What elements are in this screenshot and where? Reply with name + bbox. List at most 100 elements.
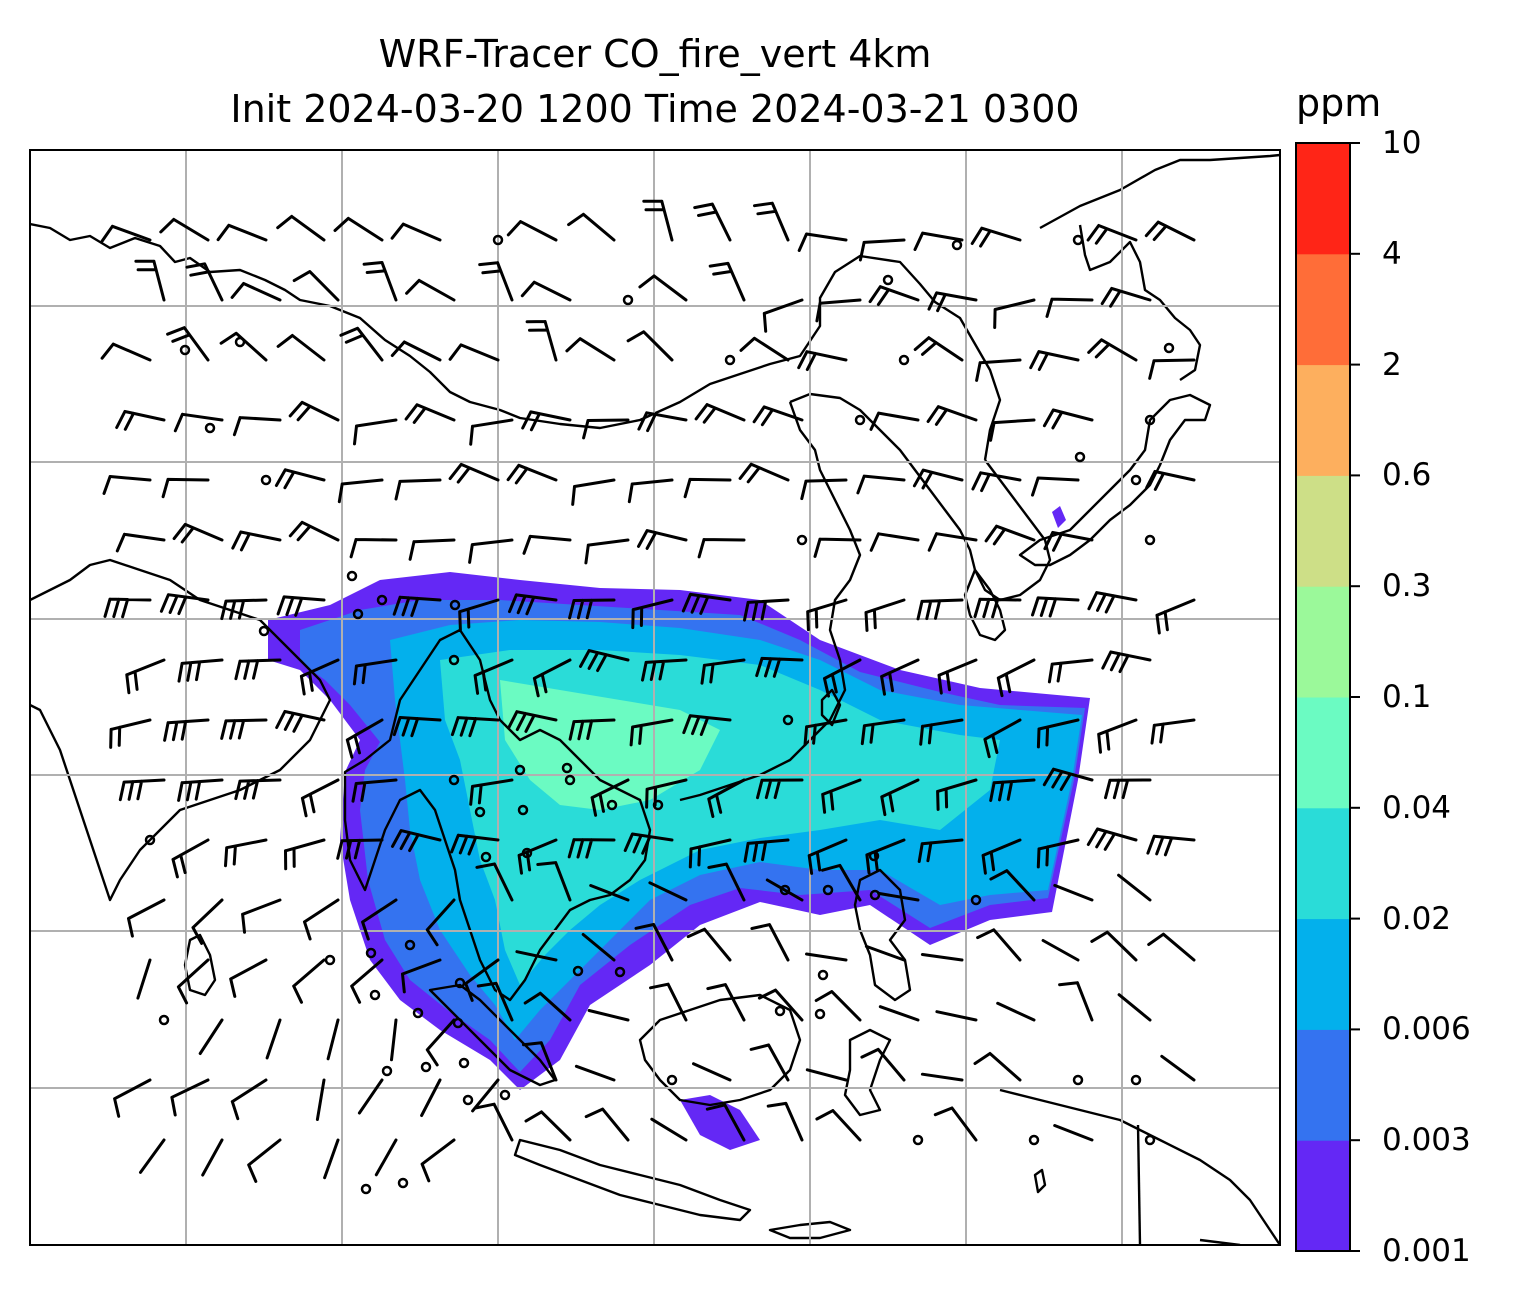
wind-barb (637, 529, 688, 550)
wind-barb (1036, 838, 1080, 869)
wind-barb (103, 597, 152, 619)
wind-barb (927, 291, 978, 313)
calm-wind-marker (666, 1074, 678, 1086)
wind-barb (353, 418, 398, 446)
wind-barb (118, 778, 166, 802)
wind-barb (171, 838, 210, 879)
wind-barb (357, 1078, 384, 1115)
calm-wind-marker (234, 336, 246, 348)
wind-barb (806, 598, 848, 632)
wind-barb (981, 838, 1022, 875)
wind-barb (469, 418, 514, 446)
wind-barb (352, 658, 398, 686)
wind-barb (506, 220, 558, 242)
calm-wind-marker (454, 977, 466, 989)
plume-layer-high (500, 680, 720, 810)
wind-barb (1042, 408, 1094, 430)
colorbar-segment (1296, 918, 1350, 1030)
map-frame (29, 149, 1281, 1246)
wind-barb (637, 411, 688, 433)
calm-wind-marker (158, 1014, 170, 1026)
calm-wind-marker (970, 894, 982, 906)
wind-barb (536, 861, 572, 902)
wind-barb (692, 1062, 732, 1082)
wind-barb (755, 656, 804, 678)
wind-barb (800, 478, 848, 501)
wind-barb (878, 1005, 920, 1022)
wind-barb (766, 1101, 804, 1142)
wind-barb (224, 838, 268, 868)
wind-barb (989, 869, 1036, 902)
wind-barb (627, 478, 674, 504)
calm-wind-marker (782, 714, 794, 726)
wind-barb (750, 923, 790, 962)
wind-barb (582, 418, 630, 440)
wind-barb (336, 838, 384, 860)
colorbar (1295, 142, 1360, 1252)
calm-wind-marker (817, 969, 829, 981)
wind-barb (473, 658, 514, 695)
wind-barb (390, 222, 442, 242)
wind-barb (682, 714, 732, 736)
wind-barb (159, 593, 210, 616)
wind-barb (177, 778, 224, 802)
calm-wind-marker (814, 1008, 826, 1020)
calm-wind-marker (324, 954, 336, 966)
wind-barb (274, 468, 326, 490)
calm-wind-marker (882, 274, 894, 286)
wind-barb (198, 1018, 224, 1055)
wind-barb (345, 718, 384, 759)
wind-barb (525, 320, 558, 362)
plume-speck-2 (1052, 506, 1066, 528)
wind-barb (475, 1102, 514, 1142)
wind-barb (276, 595, 326, 617)
wind-barb (749, 1043, 790, 1082)
wind-barb (1097, 718, 1138, 754)
wind-barb (170, 1078, 210, 1117)
wind-barb (880, 658, 920, 696)
coast-mainland-sea (343, 628, 652, 1002)
coast-java (513, 1138, 752, 1222)
wind-barb (229, 958, 268, 998)
wind-barb (581, 933, 616, 962)
wind-barb (478, 261, 514, 302)
wind-barb (475, 862, 514, 902)
wind-barb (284, 838, 326, 871)
wind-barb (983, 718, 1022, 759)
wind-barb (102, 475, 152, 495)
wind-barb (351, 778, 398, 803)
calm-wind-marker (912, 1134, 924, 1146)
wind-barb (391, 829, 442, 852)
wind-barb (739, 336, 790, 362)
colorbar-segment (1296, 586, 1350, 698)
calm-wind-marker (346, 570, 358, 582)
wind-barb (743, 598, 790, 622)
wind-barb (392, 595, 442, 617)
wind-barb (508, 593, 558, 616)
wind-barb (234, 778, 282, 801)
plume-speck-1 (680, 1095, 760, 1150)
wind-barb (362, 261, 398, 302)
wind-barb (100, 224, 152, 243)
calm-wind-marker (480, 851, 492, 863)
calm-wind-marker (1144, 534, 1156, 546)
wind-barb (177, 658, 224, 683)
wind-barb (247, 1138, 282, 1183)
wind-barb (515, 950, 558, 962)
calm-wind-marker (652, 799, 664, 811)
coast-china-east (679, 401, 862, 802)
wind-barb (877, 891, 920, 902)
colorbar-tick-label: 0.04 (1382, 789, 1452, 826)
wind-barb (937, 658, 978, 695)
calm-wind-marker (448, 774, 460, 786)
calm-wind-marker (420, 1061, 432, 1073)
calm-wind-marker (1130, 1074, 1142, 1086)
wind-barb (139, 1138, 166, 1174)
wind-barb (631, 598, 674, 630)
calm-wind-marker (499, 1089, 511, 1101)
wind-barb (374, 1138, 398, 1177)
colorbar-tick-label: 0.003 (1382, 1122, 1471, 1159)
colorbar-segment (1296, 1140, 1350, 1252)
wind-barb (471, 1078, 500, 1113)
coast-russia-north (30, 222, 1002, 461)
